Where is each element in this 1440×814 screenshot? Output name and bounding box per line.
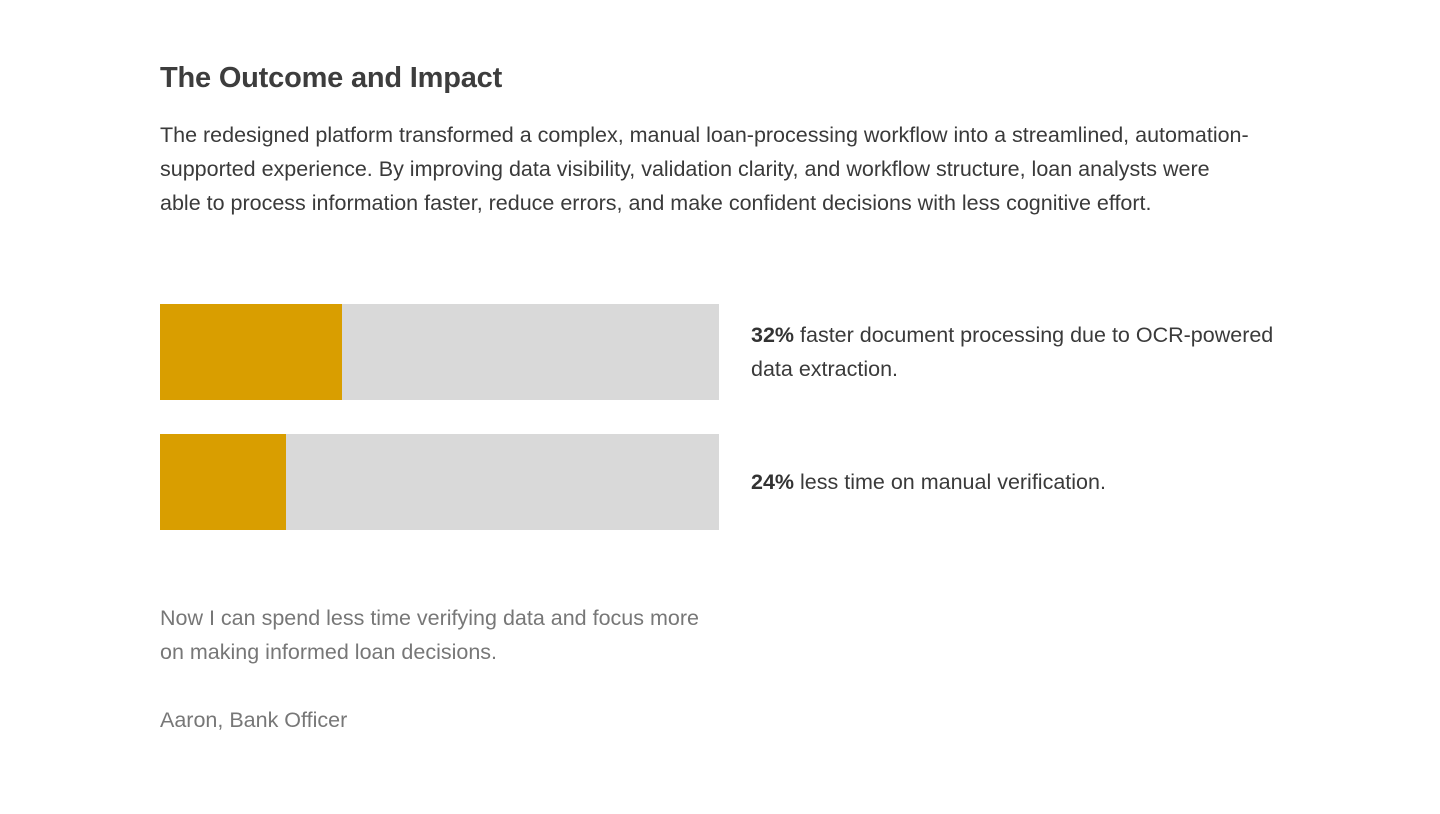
metric-row-ocr: 32% faster document processing due to OC…	[160, 304, 1360, 400]
section-title: The Outcome and Impact	[160, 62, 503, 94]
metric-value: 24%	[751, 470, 795, 494]
metric-description: less time on manual verification.	[794, 470, 1106, 494]
metric-text: 24% less time on manual verification.	[751, 465, 1321, 499]
progress-bar-track	[160, 304, 719, 400]
metric-text: 32% faster document processing due to OC…	[751, 318, 1321, 386]
progress-bar-fill	[160, 304, 343, 400]
testimonial-author: Aaron, Bank Officer	[160, 708, 348, 732]
progress-bar-track	[160, 434, 719, 530]
metric-row-verification: 24% less time on manual verification.	[160, 434, 1360, 530]
intro-paragraph: The redesigned platform transformed a co…	[160, 123, 1249, 215]
testimonial-quote: Now I can spend less time verifying data…	[160, 606, 699, 664]
metric-value: 32%	[751, 323, 795, 347]
metric-description: faster document processing due to OCR-po…	[751, 323, 1274, 381]
progress-bar-fill	[160, 434, 287, 530]
